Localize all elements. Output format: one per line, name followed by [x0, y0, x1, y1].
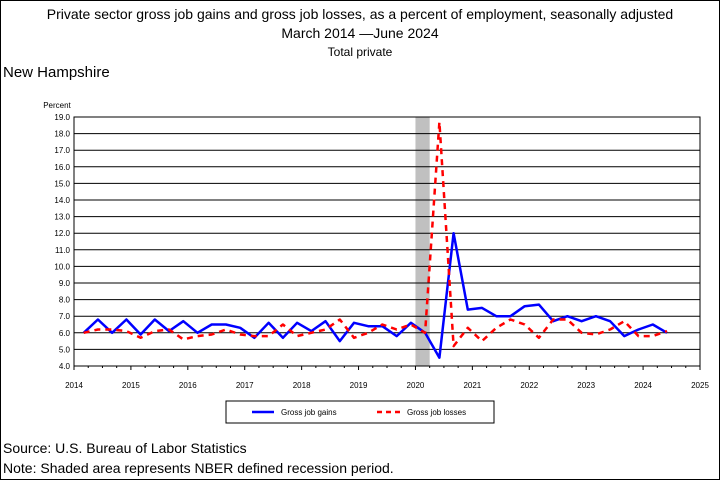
legend-box	[225, 400, 495, 424]
series-line-losses	[83, 120, 668, 348]
y-axis-label: Percent	[43, 101, 71, 110]
legend-label-gains: Gross job gains	[281, 408, 337, 417]
y-tick-label: 13.0	[54, 213, 70, 222]
y-tick-label: 5.0	[59, 345, 71, 354]
y-tick-label: 6.0	[59, 329, 71, 338]
y-tick-label: 17.0	[54, 146, 70, 155]
y-tick-label: 7.0	[59, 312, 71, 321]
x-tick-label: 2018	[293, 381, 311, 390]
y-tick-label: 19.0	[54, 113, 70, 122]
x-tick-label: 2017	[236, 381, 254, 390]
y-tick-label: 11.0	[55, 246, 71, 255]
x-tick-label: 2020	[407, 381, 425, 390]
y-tick-label: 16.0	[54, 163, 70, 172]
region-label: New Hampshire	[3, 64, 110, 81]
y-tick-label: 15.0	[54, 179, 70, 188]
x-tick-label: 2023	[577, 381, 595, 390]
x-tick-label: 2024	[634, 381, 652, 390]
chart-title-line2: March 2014 —June 2024	[281, 25, 439, 41]
x-tick-label: 2014	[65, 381, 83, 390]
chart-title-line1: Private sector gross job gains and gross…	[46, 6, 674, 22]
x-tick-label: 2015	[122, 381, 140, 390]
x-tick-label: 2019	[350, 381, 368, 390]
y-tick-label: 4.0	[59, 362, 71, 371]
source-note: Source: U.S. Bureau of Labor Statistics	[3, 440, 247, 456]
y-tick-label: 8.0	[59, 296, 71, 305]
series-line-gains	[82, 231, 668, 359]
x-tick-label: 2025	[691, 381, 709, 390]
recession-note: Note: Shaded area represents NBER define…	[3, 460, 394, 476]
y-tick-label: 12.0	[54, 229, 70, 238]
legend-label-losses: Gross job losses	[407, 408, 466, 417]
y-tick-label: 9.0	[59, 279, 71, 288]
y-tick-label: 18.0	[54, 130, 70, 139]
y-tick-label: 10.0	[54, 262, 70, 271]
x-tick-label: 2016	[179, 381, 197, 390]
chart-subtitle: Total private	[327, 45, 393, 59]
x-tick-label: 2022	[520, 381, 538, 390]
x-tick-label: 2021	[463, 381, 481, 390]
y-tick-label: 14.0	[54, 196, 70, 205]
